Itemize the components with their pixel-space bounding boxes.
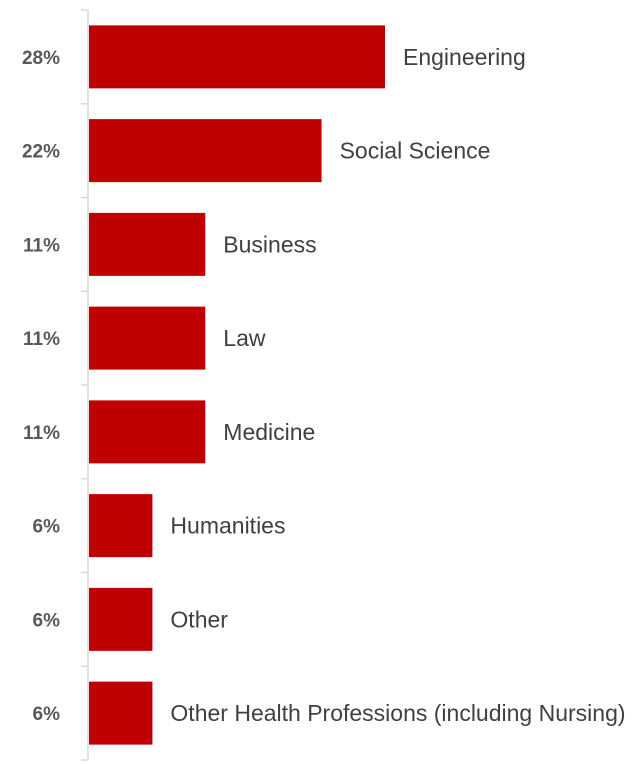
value-label-5: 6%	[33, 517, 61, 538]
bar-1	[89, 119, 322, 183]
category-label-6: Other	[170, 606, 228, 632]
category-label-4: Medicine	[223, 419, 315, 445]
value-label-6: 6%	[33, 610, 61, 631]
value-label-1: 22%	[22, 142, 60, 163]
bar-5	[89, 494, 153, 558]
category-label-3: Law	[223, 325, 266, 351]
value-label-3: 11%	[23, 329, 60, 350]
category-label-1: Social Science	[340, 138, 491, 164]
bar-2	[89, 212, 206, 276]
value-label-7: 6%	[33, 704, 61, 725]
category-label-2: Business	[223, 231, 316, 257]
bar-6	[89, 587, 153, 651]
value-label-0: 28%	[22, 48, 60, 69]
bars-layer	[89, 25, 385, 745]
bar-3	[89, 306, 206, 370]
category-label-0: Engineering	[403, 44, 526, 70]
bar-7	[89, 681, 153, 745]
labels-layer: 28% Engineering 22% Social Science 11% Busine…	[22, 44, 626, 726]
category-label-7: Other Health Professions (including Nurs…	[170, 700, 625, 726]
value-label-4: 11%	[23, 423, 60, 444]
bar-4	[89, 400, 206, 464]
axis-layer	[81, 9, 89, 761]
value-label-2: 11%	[23, 235, 60, 256]
category-label-5: Humanities	[170, 513, 285, 539]
bar-0	[89, 25, 385, 89]
